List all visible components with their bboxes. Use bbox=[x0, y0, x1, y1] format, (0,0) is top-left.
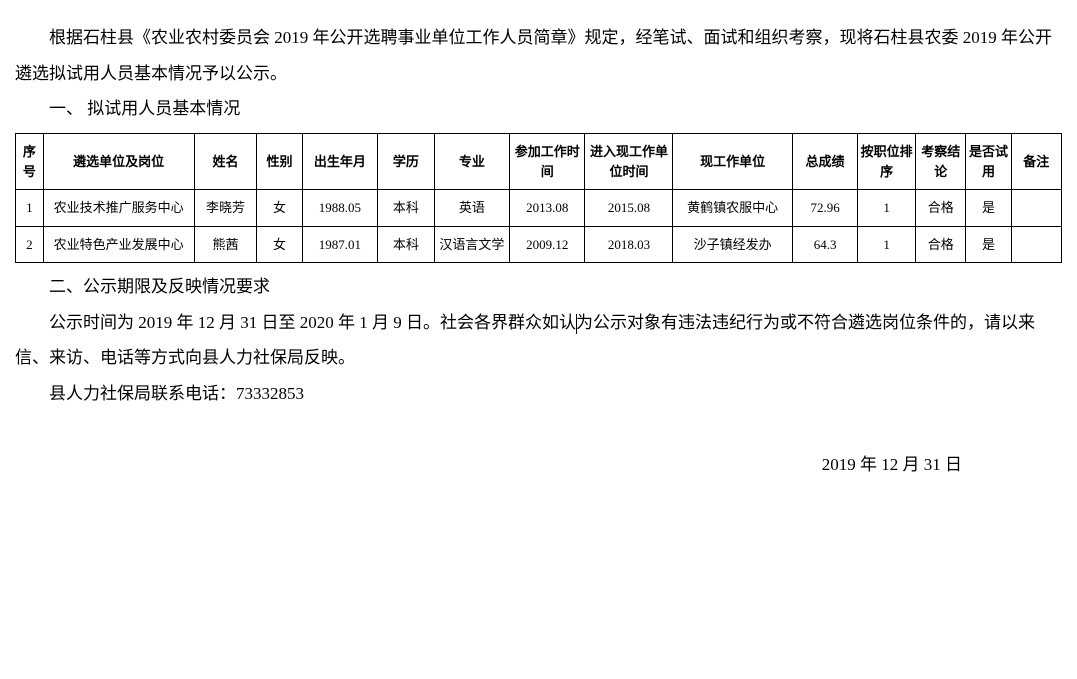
col-header-work: 现工作单位 bbox=[673, 134, 792, 190]
table-row: 1农业技术推广服务中心李晓芳女1988.05本科英语2013.082015.08… bbox=[16, 190, 1062, 227]
cell-seq: 1 bbox=[16, 190, 44, 227]
personnel-table: 序号 遴选单位及岗位 姓名 性别 出生年月 学历 专业 参加工作时间 进入现工作… bbox=[15, 133, 1062, 263]
cell-join: 2009.12 bbox=[510, 226, 585, 263]
cell-work: 沙子镇经发办 bbox=[673, 226, 792, 263]
col-header-join: 参加工作时间 bbox=[510, 134, 585, 190]
section-heading-2: 二、公示期限及反映情况要求 bbox=[15, 269, 1062, 305]
section-heading-1: 一、 拟试用人员基本情况 bbox=[15, 91, 1062, 127]
cell-edu: 本科 bbox=[378, 226, 435, 263]
cell-name: 李晓芳 bbox=[194, 190, 257, 227]
table-body: 1农业技术推广服务中心李晓芳女1988.05本科英语2013.082015.08… bbox=[16, 190, 1062, 263]
notice-paragraph: 公示时间为 2019 年 12 月 31 日至 2020 年 1 月 9 日。社… bbox=[15, 305, 1062, 376]
col-header-major: 专业 bbox=[434, 134, 509, 190]
cell-sex: 女 bbox=[257, 226, 302, 263]
cell-birth: 1988.05 bbox=[302, 190, 377, 227]
cell-birth: 1987.01 bbox=[302, 226, 377, 263]
cell-sex: 女 bbox=[257, 190, 302, 227]
cell-enter: 2018.03 bbox=[585, 226, 673, 263]
cell-enter: 2015.08 bbox=[585, 190, 673, 227]
cell-exam: 合格 bbox=[916, 226, 966, 263]
cell-rank: 1 bbox=[858, 226, 916, 263]
col-header-note: 备注 bbox=[1011, 134, 1061, 190]
cell-major: 英语 bbox=[434, 190, 509, 227]
cell-trial: 是 bbox=[966, 190, 1011, 227]
notice-text-a: 公示时间为 2019 年 12 月 31 日至 2020 年 1 月 9 日。社… bbox=[49, 313, 576, 332]
cell-score: 72.96 bbox=[792, 190, 857, 227]
cell-work: 黄鹤镇农服中心 bbox=[673, 190, 792, 227]
cell-major: 汉语言文学 bbox=[434, 226, 509, 263]
cell-rank: 1 bbox=[858, 190, 916, 227]
col-header-rank: 按职位排序 bbox=[858, 134, 916, 190]
cell-note bbox=[1011, 190, 1061, 227]
cell-edu: 本科 bbox=[378, 190, 435, 227]
col-header-enter: 进入现工作单位时间 bbox=[585, 134, 673, 190]
intro-paragraph: 根据石柱县《农业农村委员会 2019 年公开选聘事业单位工作人员简章》规定，经笔… bbox=[15, 20, 1062, 91]
col-header-name: 姓名 bbox=[194, 134, 257, 190]
table-header-row: 序号 遴选单位及岗位 姓名 性别 出生年月 学历 专业 参加工作时间 进入现工作… bbox=[16, 134, 1062, 190]
cell-unit: 农业特色产业发展中心 bbox=[43, 226, 194, 263]
col-header-seq: 序号 bbox=[16, 134, 44, 190]
col-header-sex: 性别 bbox=[257, 134, 302, 190]
table-row: 2农业特色产业发展中心熊茜女1987.01本科汉语言文学2009.122018.… bbox=[16, 226, 1062, 263]
cell-note bbox=[1011, 226, 1061, 263]
cell-trial: 是 bbox=[966, 226, 1011, 263]
col-header-exam: 考察结论 bbox=[916, 134, 966, 190]
date-line: 2019 年 12 月 31 日 bbox=[15, 447, 1062, 483]
cell-join: 2013.08 bbox=[510, 190, 585, 227]
contact-line: 县人力社保局联系电话：73332853 bbox=[15, 376, 1062, 412]
cell-name: 熊茜 bbox=[194, 226, 257, 263]
cell-score: 64.3 bbox=[792, 226, 857, 263]
col-header-birth: 出生年月 bbox=[302, 134, 377, 190]
col-header-trial: 是否试用 bbox=[966, 134, 1011, 190]
col-header-unit: 遴选单位及岗位 bbox=[43, 134, 194, 190]
cell-unit: 农业技术推广服务中心 bbox=[43, 190, 194, 227]
col-header-edu: 学历 bbox=[378, 134, 435, 190]
col-header-score: 总成绩 bbox=[792, 134, 857, 190]
cell-seq: 2 bbox=[16, 226, 44, 263]
cell-exam: 合格 bbox=[916, 190, 966, 227]
